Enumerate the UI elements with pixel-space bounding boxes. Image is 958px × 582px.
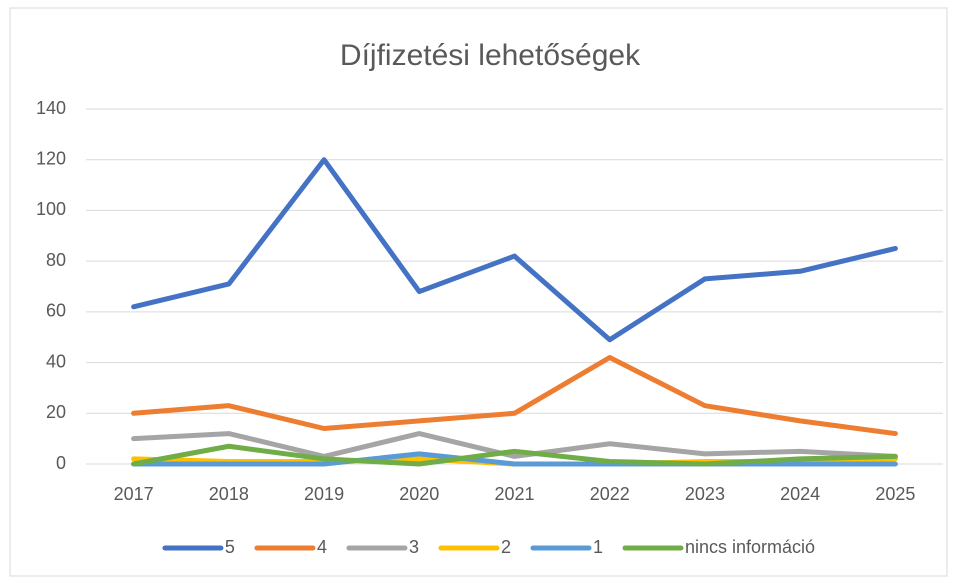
series-line	[131, 355, 898, 437]
x-tick-label: 2022	[590, 484, 630, 504]
y-tick-label: 120	[36, 148, 66, 168]
y-tick-label: 140	[36, 98, 66, 118]
x-tick-label: 2021	[494, 484, 534, 504]
legend-label: 2	[501, 537, 511, 557]
x-tick-label: 2023	[685, 484, 725, 504]
chart-frame	[9, 7, 948, 577]
legend-label: 5	[225, 537, 235, 557]
series-line	[131, 443, 898, 467]
legend-label: 3	[409, 537, 419, 557]
y-tick-label: 0	[56, 453, 66, 473]
y-tick-label: 80	[46, 250, 66, 270]
series-line	[131, 451, 898, 467]
legend-label: 1	[593, 537, 603, 557]
series-line	[131, 431, 898, 459]
x-tick-label: 2018	[209, 484, 249, 504]
series-line	[131, 157, 898, 343]
y-tick-label: 40	[46, 351, 66, 371]
x-tick-label: 2020	[399, 484, 439, 504]
legend-label: nincs információ	[685, 537, 815, 557]
y-tick-label: 60	[46, 301, 66, 321]
y-tick-label: 100	[36, 199, 66, 219]
x-tick-label: 2024	[780, 484, 820, 504]
legend-label: 4	[317, 537, 327, 557]
y-tick-label: 20	[46, 402, 66, 422]
x-tick-label: 2025	[875, 484, 915, 504]
x-tick-label: 2019	[304, 484, 344, 504]
x-tick-label: 2017	[114, 484, 154, 504]
chart-title: Díjfizetési lehetőségek	[340, 39, 641, 72]
